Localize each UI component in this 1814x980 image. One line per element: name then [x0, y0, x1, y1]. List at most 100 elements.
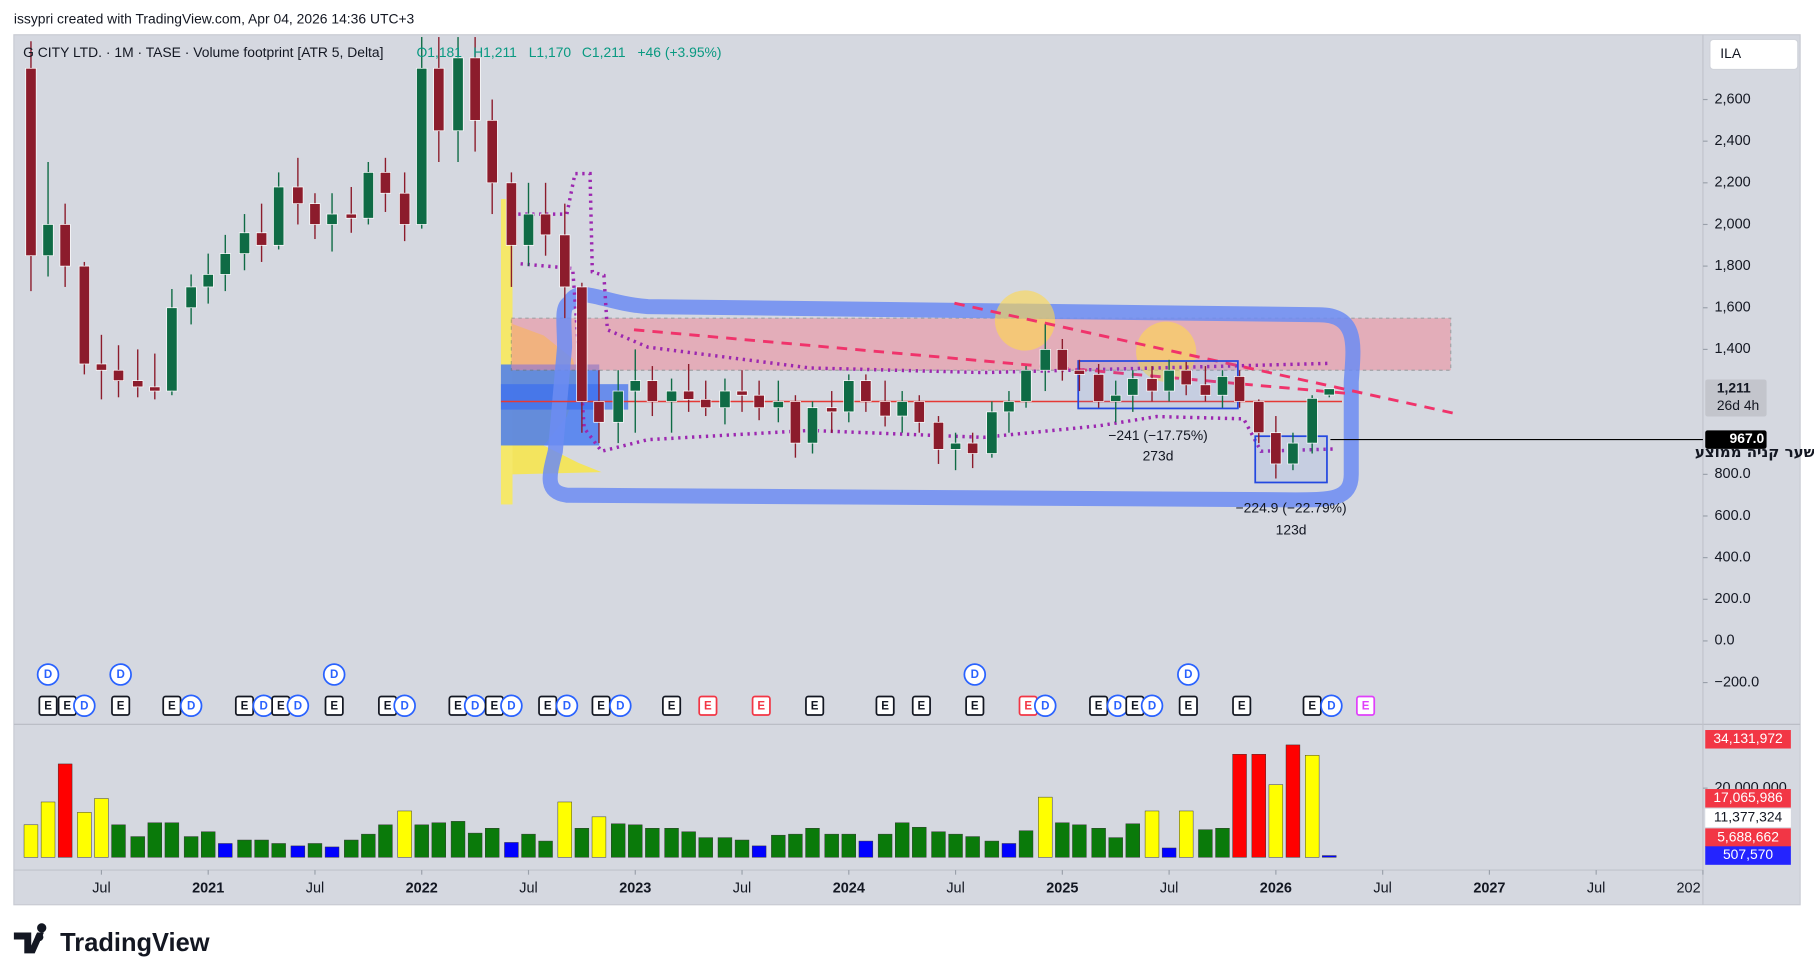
currency-button[interactable]: [1709, 38, 1799, 71]
volume-bar: [734, 839, 750, 858]
resistance-zone: [510, 317, 1452, 371]
candle-body: [132, 380, 144, 388]
y-tick-label: 2,000: [1715, 216, 1751, 232]
candle-body: [452, 57, 464, 132]
x-tick-label: 2021: [192, 880, 224, 896]
candle: [42, 161, 54, 277]
event-label: D: [471, 700, 479, 712]
event-dividend: [555, 694, 579, 718]
volume-bar: [717, 837, 733, 858]
volume-bar: [1251, 754, 1266, 858]
logo-icon: [35, 933, 44, 942]
event-label: E: [1362, 700, 1370, 712]
candle: [772, 380, 784, 423]
volume-bar: [1055, 822, 1070, 858]
event-label: E: [971, 700, 979, 712]
x-tick-label: Jul: [1160, 880, 1178, 896]
candle-body: [433, 67, 445, 132]
event-label: E: [277, 700, 285, 712]
candle-body: [1110, 394, 1122, 402]
candle: [433, 37, 445, 162]
price-label: 1,211: [1717, 379, 1751, 395]
candle: [1199, 366, 1211, 402]
volume-bar: [664, 828, 679, 858]
candle: [879, 380, 891, 427]
event-marker: D: [963, 663, 987, 686]
candle: [789, 395, 801, 458]
y-tick-label: 2,600: [1715, 91, 1751, 107]
volume-bar: [1038, 796, 1053, 858]
event-marker: E: [911, 695, 931, 716]
event-dividend: [393, 694, 416, 718]
event-earnings: [875, 695, 895, 716]
candle-body: [416, 67, 428, 225]
event-label: D: [507, 700, 515, 712]
y-tick-label: 200.0: [1715, 591, 1751, 607]
candle: [576, 282, 588, 433]
volume-bar: [164, 822, 180, 858]
x-tick-label: Jul: [519, 880, 537, 896]
event-earnings: [698, 695, 718, 716]
event-label: E: [117, 700, 125, 712]
event-dividend: [500, 694, 523, 718]
candle-body: [576, 286, 588, 402]
candle: [593, 370, 605, 444]
candle-body: [1163, 369, 1175, 392]
event-label: E: [1024, 700, 1032, 712]
volume-bar: [912, 826, 927, 858]
candle-body: [309, 203, 321, 225]
candle-body: [1020, 369, 1032, 402]
event-earnings: [1232, 695, 1252, 716]
candle-body: [202, 274, 214, 288]
event-label: E: [668, 700, 676, 712]
volume-bar: [254, 839, 269, 858]
price-label: 967.0: [1730, 430, 1765, 446]
candle: [612, 370, 624, 444]
volume-bar: [824, 833, 839, 858]
event-dividend: [73, 694, 96, 718]
candle-body: [399, 192, 411, 225]
currency[interactable]: ILA: [1720, 45, 1742, 61]
candle-body: [1127, 378, 1139, 396]
volume-bar: [237, 839, 252, 858]
event-marker: D: [463, 694, 487, 718]
logo-text: TradingView: [60, 929, 210, 957]
candle-body: [185, 286, 197, 309]
volume-bar: [378, 824, 393, 858]
logo: TradingView: [13, 923, 210, 957]
candle: [219, 234, 231, 292]
event-label: D: [116, 669, 124, 681]
candle: [185, 274, 197, 325]
y-tick-label: 2,200: [1715, 175, 1751, 191]
event-label: E: [384, 700, 392, 712]
candle: [78, 261, 90, 375]
candle-body: [860, 380, 872, 402]
x-tick-label: 2025: [1046, 880, 1078, 896]
y-tick-label: 600.0: [1715, 508, 1751, 524]
candle-body: [646, 380, 658, 402]
volume-bar: [201, 831, 216, 858]
event-marker: E: [662, 695, 682, 716]
candle-body: [1270, 432, 1282, 465]
volume-bar: [771, 834, 786, 858]
event-label: D: [260, 700, 268, 712]
candle: [326, 193, 338, 252]
volume-bar: [1268, 784, 1284, 858]
chart-background: [13, 34, 1801, 906]
volume-label: 17,065,986: [1713, 789, 1783, 805]
candle: [1093, 363, 1105, 408]
x-tick-label: Jul: [733, 880, 751, 896]
x-tick-label: Jul: [1373, 880, 1391, 896]
volume-bar: [40, 801, 56, 858]
candle-body: [666, 390, 678, 402]
volume-bar: [130, 836, 145, 858]
price-label-box: [1705, 379, 1767, 417]
event-earnings: [1356, 695, 1376, 716]
volume-bar: [931, 831, 946, 858]
candle-body: [986, 411, 998, 454]
candle-body: [843, 380, 855, 413]
volume-label-box: [1705, 808, 1791, 828]
event-marker: D: [179, 694, 203, 718]
candle-body: [1253, 401, 1265, 434]
